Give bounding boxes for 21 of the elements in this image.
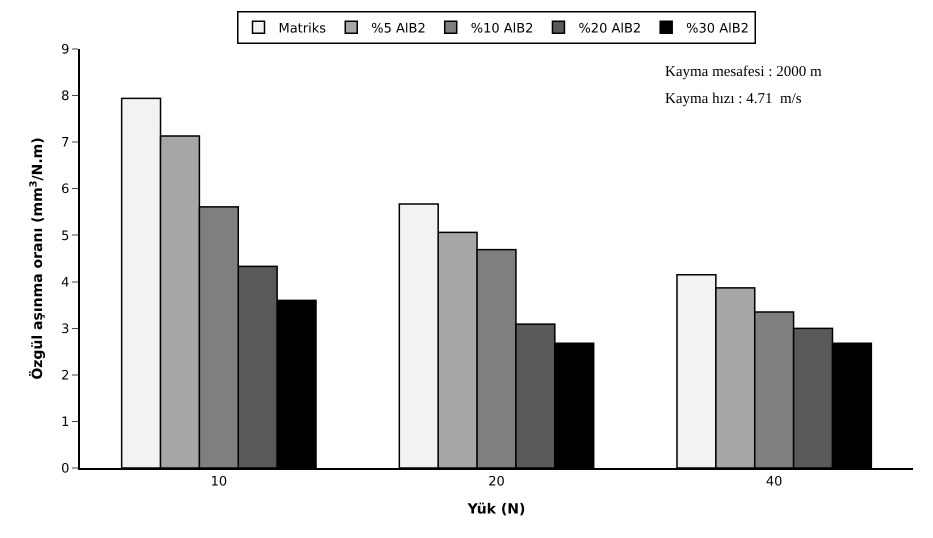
y-tick-label: 8 [61,89,70,104]
y-tick-label: 3 [61,322,70,337]
legend-label: %10 AlB2 [470,21,534,36]
x-axis-title: Yük (N) [466,501,526,518]
y-tick-label: 9 [61,42,70,58]
x-tick-label: 20 [488,474,505,490]
y-tick-label: 5 [61,228,70,244]
x-tick-label: 40 [766,474,782,490]
legend-label: Matriks [278,21,326,36]
legend-label: %20 AlB2 [578,21,642,36]
y-tick-label: 1 [61,414,70,430]
x-tick-label: 10 [210,474,228,490]
y-tick-label: 4 [61,275,70,290]
y-tick-label: 6 [61,182,70,198]
annotation: Kayma mesafesi : 2000 m [665,64,822,80]
legend-label: %30 AlB2 [686,21,749,36]
y-tick-label: 2 [61,368,70,384]
y-tick-label: 7 [61,136,70,151]
annotation: Kayma hızı : 4.71 m/s [665,91,802,107]
y-tick-label: 0 [61,462,70,477]
legend-label: %5 AlB2 [371,21,426,36]
